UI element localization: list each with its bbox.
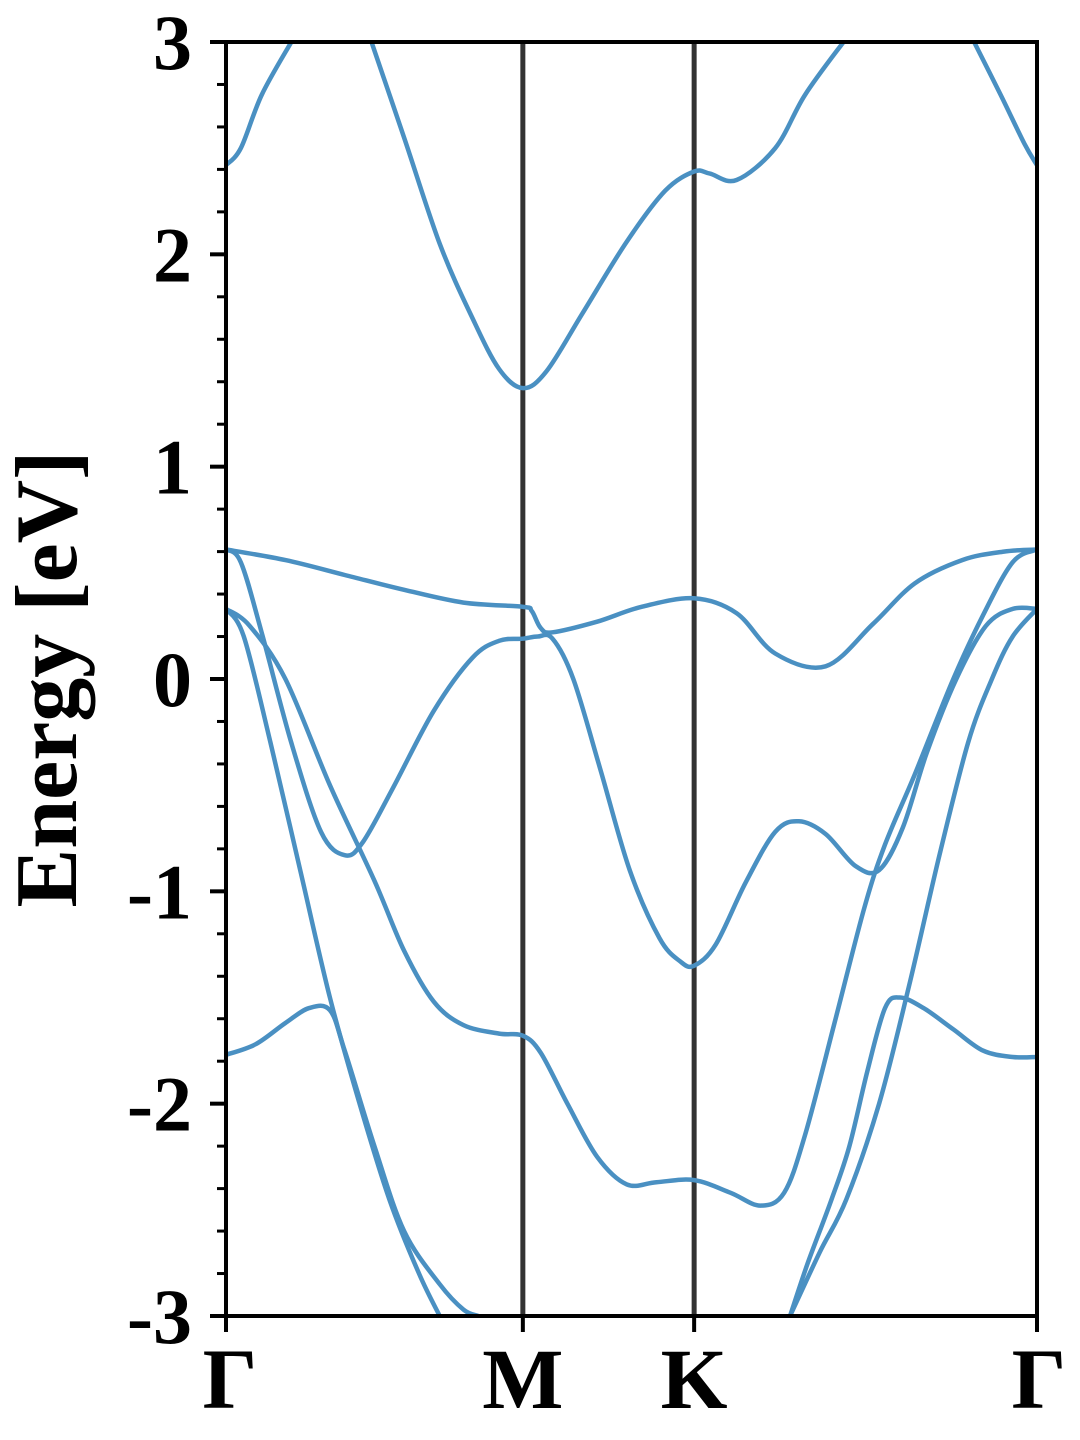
y-axis-label: Energy [eV] bbox=[0, 451, 96, 908]
y-tick-label: 3 bbox=[153, 0, 192, 86]
band-lines bbox=[226, 42, 1037, 1316]
x-tick-label-K: K bbox=[661, 1331, 728, 1427]
band-line-5 bbox=[226, 550, 1037, 967]
y-tick-label: -1 bbox=[127, 848, 192, 935]
band-line-7 bbox=[226, 1006, 478, 1316]
x-tick-label-M: M bbox=[482, 1331, 563, 1427]
y-tick-label: -3 bbox=[127, 1273, 192, 1360]
y-tick-label: 1 bbox=[153, 424, 192, 511]
y-tick-label: 2 bbox=[153, 211, 192, 298]
band-line-1 bbox=[226, 42, 291, 165]
y-tick-label: 0 bbox=[153, 636, 192, 723]
high-symmetry-lines bbox=[523, 42, 694, 1316]
x-tick-label-Γ: Γ bbox=[1012, 1331, 1067, 1427]
band-line-3 bbox=[974, 42, 1037, 165]
x-tick-label-Γ: Γ bbox=[203, 1331, 258, 1427]
band-line-2 bbox=[372, 42, 844, 388]
y-tick-label: -2 bbox=[127, 1061, 192, 1148]
y-axis-ticks: 3 2 1 0 -1 -2 -3 bbox=[127, 0, 226, 1360]
band-line-4 bbox=[226, 550, 1037, 668]
